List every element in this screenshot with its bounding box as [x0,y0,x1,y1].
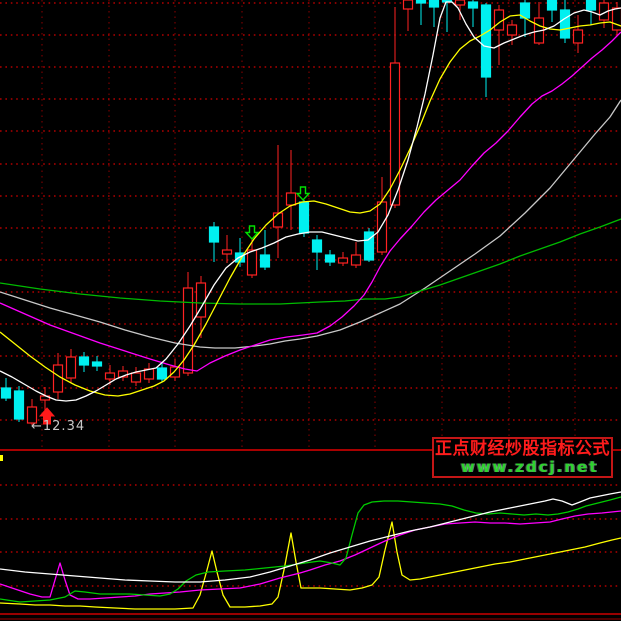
price-annotation: ←12.34 [31,419,86,434]
ind-magenta [0,510,621,600]
candle-up [104,372,116,380]
candle-up [402,0,414,10]
candles [0,0,621,425]
candle-up [169,366,181,378]
candle-up [572,29,584,44]
ind-green [0,496,621,603]
signal-arrows [38,186,311,425]
ind-white [0,491,621,583]
sell-signal-down-arrow-icon [244,225,260,241]
candle-up [350,254,362,266]
candle-down [467,1,479,9]
candle-up [65,356,77,379]
indicator-lines [0,491,621,610]
ma-white [0,1,621,402]
candle-down [208,226,220,243]
candle-up [52,364,64,393]
moving-averages [0,1,621,402]
candle-up [454,0,466,6]
ind-yellow [0,521,621,610]
candle-up [272,212,284,228]
candle-up [506,24,518,36]
candle-down [311,239,323,253]
left-edge-tick [0,455,3,461]
gridlines [0,0,621,587]
candle-up [182,287,194,374]
candle-down [259,254,271,268]
candle-down [428,0,440,8]
candle-up [221,249,233,255]
candle-down [324,254,336,263]
candle-up [611,7,621,31]
candle-down [585,0,597,11]
candle-up [376,201,388,253]
buy-signal-up-arrow-icon [38,407,56,425]
watermark-box: 正点财经炒股指标公式 www.zdcj.net [432,437,613,478]
candle-down [480,4,492,78]
watermark-url: www.zdcj.net [460,457,599,476]
candle-up [246,249,258,276]
candle-down [91,361,103,367]
candle-down [298,201,310,234]
candle-down [13,390,25,420]
ma-green [0,218,621,305]
candle-up [26,406,38,424]
candle-down [546,0,558,11]
candle-down [559,9,571,39]
candle-up [130,372,142,383]
candle-up [285,192,297,206]
watermark-title: 正点财经炒股指标公式 [435,438,610,459]
ma-gray [0,99,621,349]
candle-up [389,62,401,206]
candle-up [337,257,349,264]
ma-yellow [0,14,621,397]
sell-signal-down-arrow-icon [295,186,311,202]
candle-down [363,231,375,261]
candle-down [415,0,427,4]
candle-down [156,367,168,380]
candle-down [78,356,90,366]
candle-down [0,387,12,399]
